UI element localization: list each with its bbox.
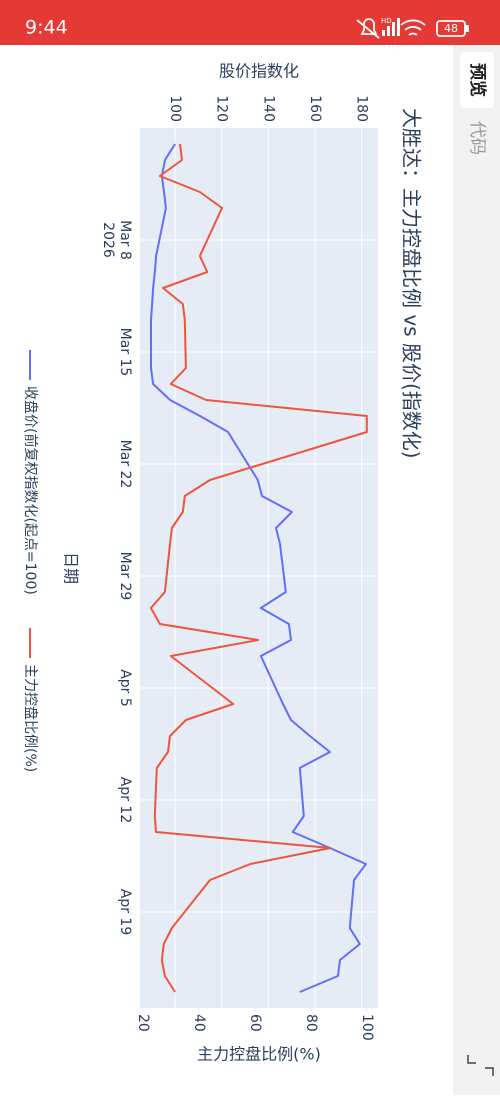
y2-tick-label: 60 bbox=[247, 1014, 263, 1032]
x-axis-title: 日期 bbox=[62, 552, 81, 584]
y-tick-label: 100 bbox=[167, 95, 183, 122]
y-axis-title: 股价指数化 bbox=[219, 62, 299, 81]
plot-area bbox=[140, 128, 378, 1008]
tab-code[interactable]: 代码 bbox=[467, 121, 487, 155]
x-tick-label: Apr 19 bbox=[117, 889, 133, 935]
x-tick-label: Mar 15 bbox=[117, 328, 133, 377]
y2-tick-label: 40 bbox=[191, 1014, 207, 1032]
legend-label: 主力控盘比例(%) bbox=[22, 664, 39, 772]
y-tick-label: 140 bbox=[260, 95, 276, 122]
x-tick-label: Mar 22 bbox=[117, 440, 133, 489]
chart: 大胜达：主力控盘比例 vs 股价(指数化) Mar 82026 Mar 15 Mar … bbox=[22, 62, 424, 1064]
chart-title: 大胜达：主力控盘比例 vs 股价(指数化) bbox=[400, 108, 424, 459]
y2-tick-label: 80 bbox=[303, 1014, 319, 1032]
y-tick-label: 160 bbox=[307, 95, 323, 122]
y-tick-label: 180 bbox=[354, 95, 370, 122]
tab-strip bbox=[453, 45, 500, 1095]
x-tick-label: Mar 82026 bbox=[100, 220, 133, 260]
series-line bbox=[150, 143, 367, 993]
y-tick-label: 120 bbox=[214, 95, 230, 122]
y2-tick-label: 100 bbox=[359, 1014, 375, 1041]
x-tick-label: Mar 29 bbox=[117, 552, 133, 601]
legend-label: 收盘价(前复权指数化(起点=100) bbox=[22, 386, 39, 595]
expand-icon[interactable] bbox=[467, 1055, 494, 1076]
x-tick-label: Apr 12 bbox=[117, 777, 133, 823]
series-line bbox=[149, 143, 368, 993]
x-tick-label: Apr 5 bbox=[117, 669, 133, 707]
tab-preview[interactable]: 预览 bbox=[467, 63, 488, 97]
hd-label: HD bbox=[381, 17, 392, 25]
clock: 9:44 bbox=[25, 17, 68, 39]
y2-axis-title: 主力控盘比例(%) bbox=[197, 1045, 321, 1064]
status-bar bbox=[0, 0, 500, 45]
y2-tick-label: 20 bbox=[135, 1014, 151, 1032]
signal bbox=[382, 18, 400, 36]
battery-level: 48 bbox=[444, 22, 458, 35]
status-icons bbox=[356, 18, 469, 39]
tab-active[interactable] bbox=[460, 52, 494, 108]
